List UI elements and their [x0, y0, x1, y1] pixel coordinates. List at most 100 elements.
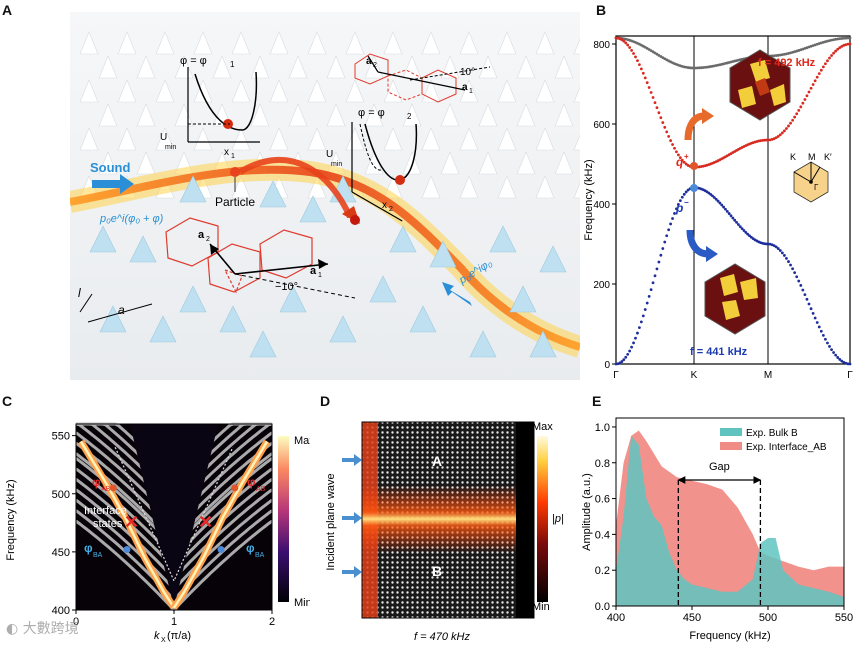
b-band-point: [793, 271, 797, 275]
b-band-point: [686, 188, 690, 192]
b-band-point: [811, 311, 815, 315]
b-band-point: [846, 42, 850, 46]
b-band-point: [834, 353, 838, 357]
svg-text:min: min: [165, 144, 176, 151]
b-band-point: [824, 62, 827, 66]
b-band-point: [787, 260, 790, 263]
b-band-point: [805, 94, 809, 98]
b-p: p: [675, 201, 683, 215]
svg-text:(π/a): (π/a): [167, 630, 191, 642]
e-legend2-swatch: [720, 442, 742, 450]
e-ytick: 0.6: [595, 494, 610, 506]
pyramid-scatterer: [129, 235, 157, 263]
b-band-point: [653, 101, 657, 104]
b-band-point: [799, 105, 803, 109]
c-xtick: 1: [171, 616, 177, 628]
watermark: ◐ 大數跨境: [6, 621, 79, 637]
pyramid-scatterer: [179, 285, 207, 313]
svg-text:U: U: [160, 132, 167, 143]
svg-text:2: 2: [407, 112, 412, 121]
pyramid-scatterer: [529, 330, 557, 358]
c-interface-state: [172, 440, 269, 609]
b-band-point: [846, 362, 850, 366]
b-band-point: [649, 91, 653, 94]
e-ytick: 0.0: [595, 601, 610, 613]
b-band-point: [834, 49, 838, 53]
b-band-point: [819, 329, 823, 333]
b-band-point: [727, 212, 731, 215]
c-xtick: 2: [269, 616, 275, 628]
svg-text:K′: K′: [824, 152, 832, 162]
svg-text:✕: ✕: [198, 512, 213, 532]
b-band-point: [655, 267, 659, 271]
b-band-point: [663, 240, 667, 244]
b-band-point: [628, 349, 632, 353]
b-band-point: [622, 358, 626, 362]
svg-text:a: a: [462, 82, 468, 93]
b-band-point: [815, 321, 819, 324]
b-band-point: [675, 207, 678, 211]
svg-text:x: x: [382, 200, 387, 211]
svg-text:min: min: [331, 161, 342, 168]
b-band-point: [848, 36, 852, 40]
b-band-point: [740, 227, 744, 231]
e-xtick: 450: [683, 612, 701, 624]
c-cbar-min: Min: [294, 597, 310, 609]
b-band-point: [778, 133, 782, 137]
b-band-point: [636, 331, 639, 335]
pyramid-scatterer: [219, 305, 247, 333]
b-xtick: Γ: [847, 370, 853, 381]
c-ytick: 450: [52, 547, 70, 559]
b-band-point: [803, 293, 807, 297]
sound-label: Sound: [90, 160, 130, 175]
b-band-point: [673, 146, 676, 150]
panel-c-projected-bands: 400 450 500 550 0 1 2 Frequency (kHz) k X (π/a…: [5, 422, 315, 644]
b-band-point: [783, 129, 786, 133]
lattice-inset-small: [354, 53, 491, 103]
b-band-point: [821, 65, 825, 69]
b-band-point: [776, 247, 780, 250]
b-band-point: [714, 197, 718, 201]
e-ytick: 0.4: [595, 529, 610, 541]
b-f-top: f = 492 kHz: [758, 57, 816, 69]
svg-text:2: 2: [206, 236, 210, 243]
pyramid-scatterer: [539, 245, 567, 273]
b-band-point: [632, 341, 635, 345]
svg-text:1: 1: [231, 153, 235, 160]
d-cbar-label: |p|: [552, 513, 564, 525]
b-ytick: 800: [593, 40, 610, 51]
b-band-point: [795, 275, 799, 279]
b-band-point: [682, 192, 686, 196]
svg-text:φ: φ: [92, 475, 101, 489]
c-xtick: 0: [73, 616, 79, 628]
panel-a: Particle Sound p₀e^i(φ₀ + φ) p₀e^iφ₀ φ =…: [67, 12, 612, 380]
b-xtick: M: [764, 370, 772, 381]
panel-e-spectrum: 0.0 0.2 0.4 0.6 0.8 1.0 400 450 500 550 Amplitude…: [581, 417, 853, 642]
b-band-point: [772, 244, 776, 248]
pyramid-scatterer: [249, 330, 277, 358]
svg-text:AB: AB: [256, 486, 266, 493]
b-band-point: [742, 229, 746, 232]
b-band-point: [665, 234, 669, 238]
d-label-B: B: [432, 563, 442, 579]
b-band-point: [799, 284, 803, 287]
b-band-point: [722, 205, 725, 209]
b-band-point: [817, 72, 821, 76]
b-band-point: [638, 326, 641, 330]
d-cbar-min: Min: [532, 601, 550, 613]
b-band-point: [826, 59, 829, 63]
b-band-point: [795, 112, 799, 116]
b-band-point: [641, 314, 645, 318]
e-ylabel: Amplitude (a.u.): [581, 473, 593, 551]
b-band-point: [678, 156, 682, 160]
b-q: q: [676, 155, 684, 169]
b-band-point: [848, 362, 852, 366]
b-band-point: [657, 260, 661, 264]
b-band-point: [655, 106, 659, 110]
panel-b-band-diagram: 0 200 400 600 800 Γ K M Γ Frequency (kHz) f = 49…: [583, 35, 853, 381]
panel-a-illustration: Particle Sound p₀e^i(φ₀ + φ) p₀e^iφ₀ φ =…: [67, 12, 612, 380]
b-band-point: [824, 337, 827, 341]
c-interface-state: [79, 440, 176, 609]
b-band-point: [626, 352, 630, 356]
b-band-point: [836, 356, 840, 359]
